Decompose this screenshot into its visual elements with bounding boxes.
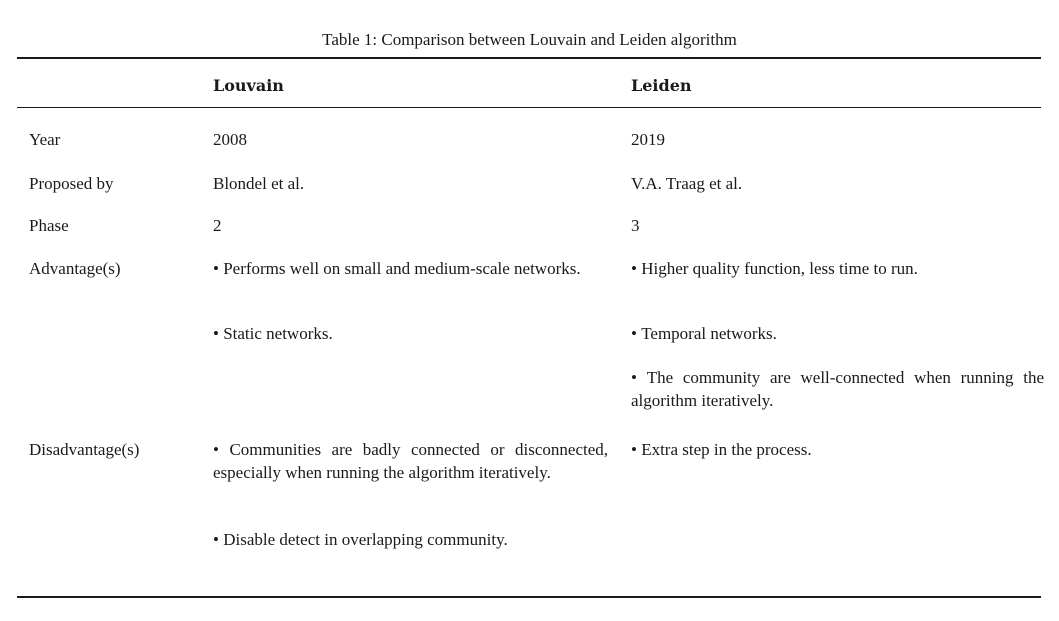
louvain-disadvantage-item: Communities are badly connected or disco…: [213, 438, 608, 484]
top-rule: [17, 57, 1041, 59]
header-leiden: Leiden: [631, 76, 692, 95]
leiden-advantage-item: Temporal networks.: [631, 322, 1044, 345]
row-label-phase: Phase: [29, 216, 69, 235]
row-label-year: Year: [29, 130, 61, 149]
cell-louvain-year: 2008: [213, 130, 247, 149]
louvain-disadvantage-item: Disable detect in overlapping community.: [213, 528, 608, 551]
table-caption: Table 1: Comparison between Louvain and …: [322, 30, 737, 49]
header-rule: [17, 107, 1041, 108]
header-louvain: Louvain: [213, 76, 284, 95]
cell-leiden-phase: 3: [631, 216, 640, 235]
cell-leiden-year: 2019: [631, 130, 665, 149]
cell-louvain-proposed-by: Blondel et al.: [213, 174, 305, 193]
louvain-advantage-item: Static networks.: [213, 322, 608, 345]
leiden-advantage-item: Higher quality function, less time to ru…: [631, 257, 1044, 280]
row-label-disadvantages: Disadvantage(s): [29, 440, 140, 459]
cell-louvain-phase: 2: [213, 216, 222, 235]
row-label-advantages: Advantage(s): [29, 259, 121, 278]
louvain-advantage-item: Performs well on small and medium-scale …: [213, 257, 608, 280]
leiden-disadvantage-item: Extra step in the process.: [631, 438, 1044, 461]
bottom-rule: [17, 596, 1041, 598]
row-label-proposed-by: Proposed by: [29, 174, 114, 193]
leiden-advantage-item: The community are well-connected when ru…: [631, 366, 1044, 412]
cell-leiden-proposed-by: V.A. Traag et al.: [631, 174, 743, 193]
